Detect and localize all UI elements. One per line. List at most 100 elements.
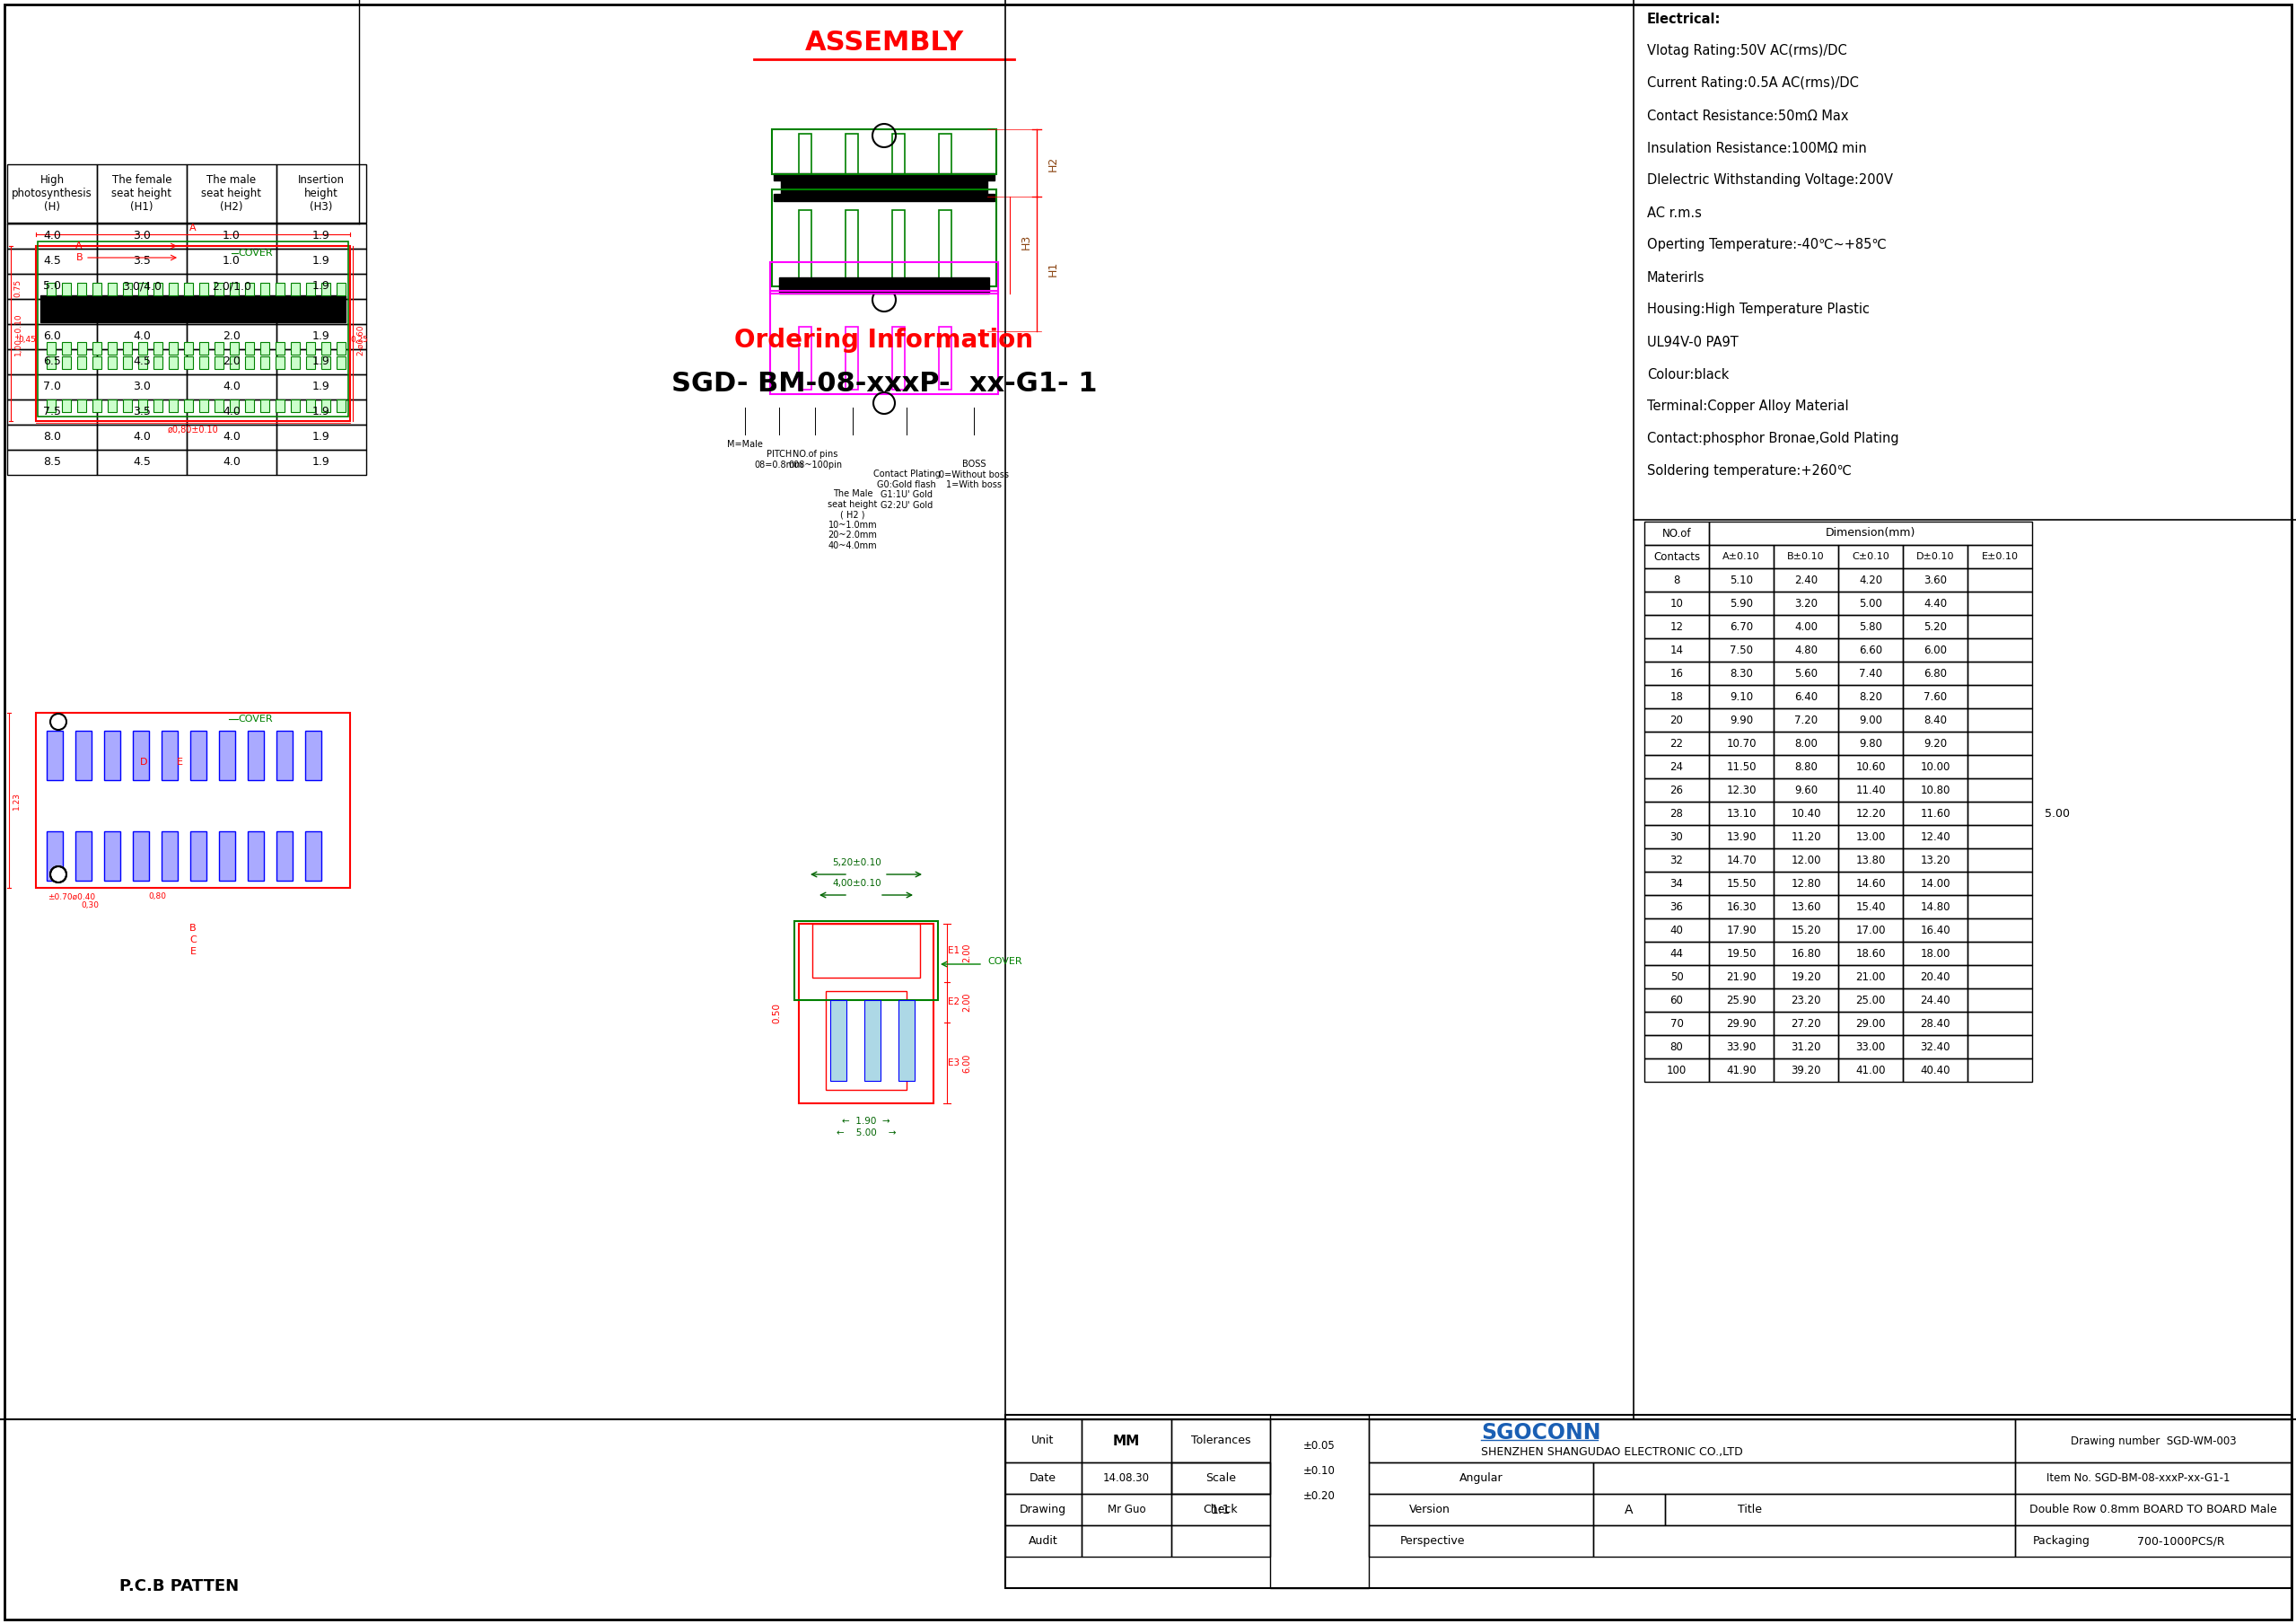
Bar <box>1006 1415 2291 1588</box>
Text: 10.60: 10.60 <box>1855 760 1885 773</box>
Text: B: B <box>76 253 83 261</box>
Bar <box>1708 521 2032 546</box>
Bar <box>1903 1012 1968 1034</box>
Bar <box>781 180 987 197</box>
Bar <box>96 224 186 248</box>
Text: 3.5: 3.5 <box>133 406 152 417</box>
Text: 100: 100 <box>1667 1064 1688 1077</box>
Text: Drawing: Drawing <box>1019 1504 1065 1515</box>
Bar <box>1968 942 2032 965</box>
Bar <box>259 283 269 296</box>
Bar <box>305 731 321 780</box>
Text: 1.9: 1.9 <box>312 231 331 242</box>
Bar <box>7 325 96 349</box>
Text: 15.20: 15.20 <box>1791 924 1821 935</box>
Bar <box>1006 1419 1081 1462</box>
Text: E1: E1 <box>948 947 960 955</box>
Bar <box>1968 708 2032 732</box>
Bar <box>46 400 55 412</box>
Bar <box>259 356 269 369</box>
Bar <box>1903 638 1968 661</box>
Bar <box>7 224 96 248</box>
Text: 8.40: 8.40 <box>1924 715 1947 726</box>
Bar <box>1708 872 1773 895</box>
Text: 18.00: 18.00 <box>1919 947 1949 960</box>
Bar <box>1708 965 1773 989</box>
Bar <box>7 299 96 325</box>
Bar <box>831 1000 847 1082</box>
Bar <box>230 400 239 412</box>
Bar <box>1708 708 1773 732</box>
Text: 14.60: 14.60 <box>1855 877 1885 890</box>
Text: 12: 12 <box>1669 620 1683 632</box>
Bar <box>186 325 276 349</box>
Bar <box>186 450 276 474</box>
Text: 8.00: 8.00 <box>1793 737 1818 749</box>
Bar <box>1773 1059 1839 1082</box>
Bar <box>276 274 365 299</box>
Bar <box>1903 661 1968 685</box>
Bar <box>200 356 209 369</box>
Bar <box>1968 546 2032 568</box>
Bar <box>62 343 71 354</box>
Bar <box>321 283 331 296</box>
Bar <box>276 375 365 400</box>
Text: MM: MM <box>1114 1434 1141 1447</box>
Bar <box>1839 895 1903 919</box>
Bar <box>1708 1034 1773 1059</box>
Text: 31.20: 31.20 <box>1791 1041 1821 1052</box>
Text: 7.0: 7.0 <box>44 382 62 393</box>
Text: 9.80: 9.80 <box>1860 737 1883 749</box>
Bar <box>1839 989 1903 1012</box>
Text: 7.5: 7.5 <box>44 406 62 417</box>
Bar <box>845 133 859 174</box>
Text: 4.0: 4.0 <box>44 231 62 242</box>
Bar <box>1839 685 1903 708</box>
Bar <box>1773 546 1839 568</box>
Bar <box>246 356 255 369</box>
Text: 10: 10 <box>1669 598 1683 609</box>
Bar <box>154 356 163 369</box>
Text: E: E <box>177 758 184 767</box>
Bar <box>1708 919 1773 942</box>
Bar <box>1903 825 1968 848</box>
Bar <box>46 343 55 354</box>
Text: 1.0: 1.0 <box>223 255 241 266</box>
Bar <box>103 831 119 880</box>
Text: UL94V-0 PA9T: UL94V-0 PA9T <box>1646 335 1738 349</box>
Bar <box>154 400 163 412</box>
Text: 4.5: 4.5 <box>133 356 152 367</box>
Text: 12.20: 12.20 <box>1855 807 1885 818</box>
Bar <box>1644 732 1708 755</box>
Bar <box>186 424 276 450</box>
Bar <box>1839 546 1903 568</box>
Bar <box>103 731 119 780</box>
Bar <box>184 400 193 412</box>
Bar <box>305 400 315 412</box>
Bar <box>96 424 186 450</box>
Text: 8.0: 8.0 <box>44 432 62 443</box>
Bar <box>168 356 177 369</box>
Text: ±0.70ø0.40: ±0.70ø0.40 <box>48 893 96 901</box>
Bar <box>1644 989 1708 1012</box>
Text: 3.20: 3.20 <box>1793 598 1818 609</box>
Bar <box>1644 825 1708 848</box>
Text: B±0.10: B±0.10 <box>1786 552 1825 560</box>
Text: ø0,80±0.10: ø0,80±0.10 <box>168 425 218 435</box>
Text: 1.9: 1.9 <box>312 331 331 343</box>
Bar <box>1708 661 1773 685</box>
Bar <box>1006 1525 1081 1557</box>
Bar <box>1708 942 1773 965</box>
Bar <box>1839 638 1903 661</box>
Text: 5.00: 5.00 <box>1860 598 1883 609</box>
Text: 2.0: 2.0 <box>223 331 241 343</box>
Text: 2.00: 2.00 <box>962 992 971 1012</box>
Text: 8.30: 8.30 <box>1729 667 1752 679</box>
Bar <box>276 400 365 424</box>
Text: The male
seat height
(H2): The male seat height (H2) <box>202 174 262 213</box>
Text: Scale: Scale <box>1205 1473 1235 1484</box>
Bar <box>1968 825 2032 848</box>
Bar <box>168 400 177 412</box>
Text: E3: E3 <box>948 1059 960 1067</box>
Bar <box>338 343 347 354</box>
